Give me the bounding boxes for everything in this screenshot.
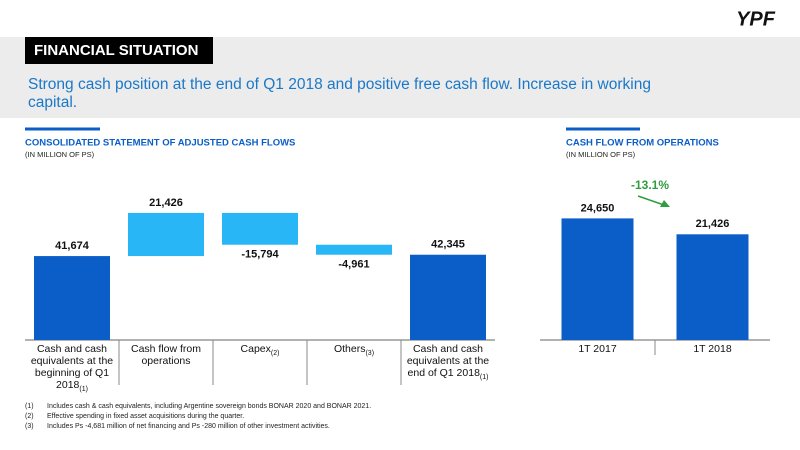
footnote-text: Includes cash & cash equivalents, includ… — [47, 403, 372, 410]
x-tick-label: Cash and cash equivalents at the beginni… — [29, 343, 115, 396]
value-label: 42,345 — [431, 239, 465, 251]
category-text: Cash flow from operations — [130, 343, 202, 367]
footnote-ref: (1) — [79, 386, 88, 394]
x-tick-label: Others(3) — [311, 343, 397, 360]
bar — [222, 212, 298, 245]
footnote-marker: (1) — [25, 403, 34, 410]
bar — [316, 244, 392, 255]
trend-arrowhead — [660, 200, 670, 207]
section-title: FINANCIAL SITUATION — [34, 42, 198, 59]
category-text: 1T 2018 — [693, 343, 732, 355]
footnote-text: Includes Ps -4,681 million of net financ… — [47, 423, 330, 430]
bar — [128, 212, 204, 257]
category-text: Others — [333, 343, 366, 355]
x-tick-label: 1T 2018 — [659, 343, 766, 355]
bar — [410, 254, 486, 340]
x-tick-label: Capex(2) — [217, 343, 303, 360]
x-tick-label: 1T 2017 — [544, 343, 651, 355]
footnote: (2) Effective spending in fixed asset acq… — [25, 413, 244, 420]
logo: YPF — [736, 8, 776, 30]
footnote-marker: (2) — [25, 413, 34, 420]
chart-title: CASH FLOW FROM OPERATIONS — [566, 138, 719, 149]
category-text: 1T 2017 — [578, 343, 617, 355]
footnote-ref: (1) — [479, 374, 489, 382]
category-text: Capex — [240, 343, 271, 355]
bar — [561, 218, 634, 340]
bar — [34, 256, 110, 340]
chart-subtitle: (IN MILLION OF PS) — [566, 150, 636, 159]
category-text: Cash and cash equivalents at the beginni… — [30, 343, 114, 391]
x-tick-label: Cash flow from operations — [123, 343, 209, 367]
footnote: (3) Includes Ps -4,681 million of net fin… — [25, 423, 330, 430]
trend-arrow — [637, 195, 665, 206]
subtitle: Strong cash position at the end of Q1 20… — [28, 76, 651, 111]
section-box — [25, 37, 213, 64]
footnote: (1) Includes cash & cash equivalents, inc… — [25, 403, 371, 410]
chart-subtitle: (IN MILLION OF PS) — [25, 150, 95, 159]
footnote-ref: (3) — [365, 350, 375, 358]
value-label: -15,794 — [241, 249, 279, 261]
value-label: 21,426 — [696, 218, 730, 230]
footnote-text: Effective spending in fixed asset acquis… — [47, 413, 245, 420]
chart-title: CONSOLIDATED STATEMENT OF ADJUSTED CASH … — [25, 138, 295, 149]
value-label: -4,961 — [338, 259, 369, 271]
value-label: 21,426 — [149, 197, 183, 209]
footnote-marker: (3) — [25, 423, 34, 430]
value-label: 24,650 — [581, 202, 615, 214]
category-text: Cash and cash equivalents at the end of … — [406, 343, 490, 379]
annotation: -13.1% — [631, 178, 669, 192]
footnote-ref: (2) — [270, 350, 280, 358]
x-tick-label: Cash and cash equivalents at the end of … — [405, 343, 491, 384]
bar — [676, 234, 749, 340]
value-label: 41,674 — [55, 240, 90, 252]
